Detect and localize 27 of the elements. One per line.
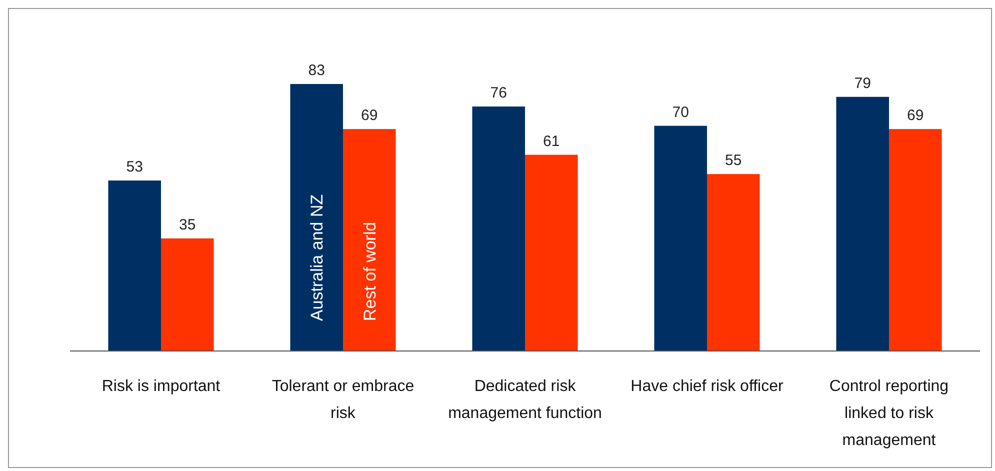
data-label: 69 [361,107,378,124]
bar [889,129,942,351]
x-tick-label: Have chief risk officer [630,378,784,395]
x-tick-label: Control reporting linked to risk management [829,378,949,449]
data-label: 76 [490,84,507,102]
data-label: 69 [907,107,924,124]
data-label: 55 [725,152,742,170]
bar [707,174,760,351]
data-label: 61 [543,132,560,150]
bar [290,84,343,351]
data-label: 79 [854,74,871,92]
bar [472,106,525,351]
x-tick-label: Risk is important [102,378,221,395]
data-label: 83 [308,62,325,79]
data-label: 35 [179,216,196,234]
x-tick-label: Dedicated risk management function [448,378,602,422]
bar [525,154,578,351]
bar [654,126,707,351]
bar [343,129,396,351]
data-label: 53 [126,158,143,176]
bar [108,180,161,351]
series-label: Rest of world [360,222,380,321]
series-label: Australia and NZ [308,194,327,321]
x-tick-label: Tolerant or embrace risk [272,378,414,422]
bar [836,96,889,351]
bar [161,238,214,351]
data-label: 70 [672,104,689,121]
